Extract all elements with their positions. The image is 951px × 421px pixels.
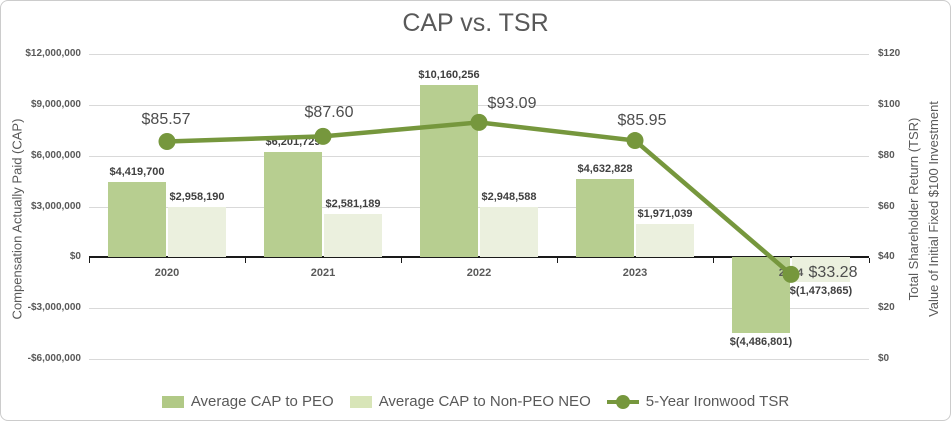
x-axis-tick [245, 258, 246, 264]
x-axis-label: 2022 [466, 267, 492, 280]
left-axis-title: Compensation Actually Paid (CAP) [9, 118, 25, 320]
tsr-value-label: $85.57 [141, 110, 191, 128]
left-axis-tick-label: -$3,000,000 [27, 302, 81, 314]
right-axis-title: Total Shareholder Return (TSR) Value of … [904, 101, 944, 317]
x-axis-tick [401, 258, 402, 264]
right-axis-tick-label: $40 [878, 251, 895, 263]
left-axis-tick-label: $9,000,000 [30, 98, 81, 110]
left-axis-tick-label: $12,000,000 [25, 48, 81, 59]
gridline [89, 155, 869, 157]
left-axis-tick-label: $0 [69, 251, 81, 263]
right-axis-title-line1: Total Shareholder Return (TSR) [905, 117, 921, 301]
x-axis-label: 2020 [154, 267, 180, 280]
tsr-marker-dot [615, 394, 630, 409]
right-axis-tick-label: $80 [878, 149, 895, 161]
bar-value-label: $4,632,828 [577, 162, 633, 175]
bar-value-label: $2,948,588 [481, 191, 537, 204]
legend-label-peo: Average CAP to PEO [190, 393, 334, 410]
right-axis-title-line2: Value of Initial Fixed $100 Investment [926, 101, 941, 317]
legend-label-tsr: 5-Year Ironwood TSR [645, 393, 790, 410]
bar-value-label: $(4,486,801) [729, 336, 793, 349]
peo-swatch-icon [161, 395, 184, 408]
gridline [89, 359, 869, 360]
bar-value-label: $(1,473,865) [789, 285, 853, 298]
bar-peo-2024 [732, 257, 790, 334]
bar-peo-2022 [420, 85, 478, 258]
right-axis-tick-label: $120 [878, 48, 901, 59]
legend-item-peo: Average CAP to PEO [161, 393, 334, 410]
tsr-line-marker-icon [606, 394, 639, 409]
legend-item-non-peo: Average CAP to Non-PEO NEO [349, 393, 591, 410]
left-axis-tick-label: -$6,000,000 [27, 353, 81, 364]
bar-peo-2023 [576, 178, 634, 258]
x-axis-line [89, 256, 869, 259]
bar-non-peo-2023 [636, 223, 694, 258]
bar-value-label: $2,958,190 [169, 191, 225, 204]
right-axis-tick-label: $60 [878, 200, 895, 212]
x-axis-tick [713, 258, 714, 264]
gridline [89, 206, 869, 208]
chart-title: CAP vs. TSR [402, 9, 549, 37]
right-axis-tick-label: $0 [878, 353, 890, 364]
bar-non-peo-2024 [792, 257, 850, 283]
x-axis-label: 2021 [310, 267, 336, 280]
bar-non-peo-2020 [168, 207, 226, 258]
tsr-point-marker [158, 133, 176, 151]
tsr-point-marker [470, 113, 488, 131]
bar-non-peo-2021 [324, 213, 382, 258]
left-axis-tick-label: $6,000,000 [30, 149, 81, 161]
bar-value-label: $4,419,700 [109, 166, 165, 179]
x-axis-label: 2023 [622, 267, 648, 280]
x-axis-tick [557, 258, 558, 264]
right-axis-tick-label: $20 [878, 302, 895, 314]
left-axis-tick-label: $3,000,000 [30, 200, 81, 212]
gridline [89, 308, 869, 310]
tsr-value-label: $93.09 [487, 95, 537, 113]
tsr-line [166, 120, 793, 277]
tsr-value-label: $85.95 [617, 111, 667, 129]
legend: Average CAP to PEO Average CAP to Non-PE… [1, 393, 950, 410]
tsr-value-label: $87.60 [304, 104, 354, 122]
tsr-point-marker [782, 265, 800, 283]
right-axis-tick-label: $100 [878, 98, 901, 110]
non-peo-swatch-icon [349, 395, 372, 408]
x-axis-tick [869, 258, 870, 264]
legend-item-tsr: 5-Year Ironwood TSR [606, 393, 790, 410]
tsr-value-label: $33.28 [808, 264, 858, 282]
bar-peo-2021 [264, 152, 322, 258]
bar-value-label: $1,971,039 [637, 207, 693, 220]
x-axis-tick [89, 258, 90, 264]
bar-value-label: $2,581,189 [325, 197, 381, 210]
bar-peo-2020 [108, 182, 166, 258]
tsr-point-marker [626, 132, 644, 150]
bar-value-label: $10,160,256 [418, 69, 480, 82]
gridline [89, 54, 869, 55]
bar-non-peo-2022 [480, 207, 538, 258]
legend-label-non-peo: Average CAP to Non-PEO NEO [378, 393, 591, 410]
gridline [89, 104, 869, 106]
tsr-point-marker [314, 127, 332, 145]
